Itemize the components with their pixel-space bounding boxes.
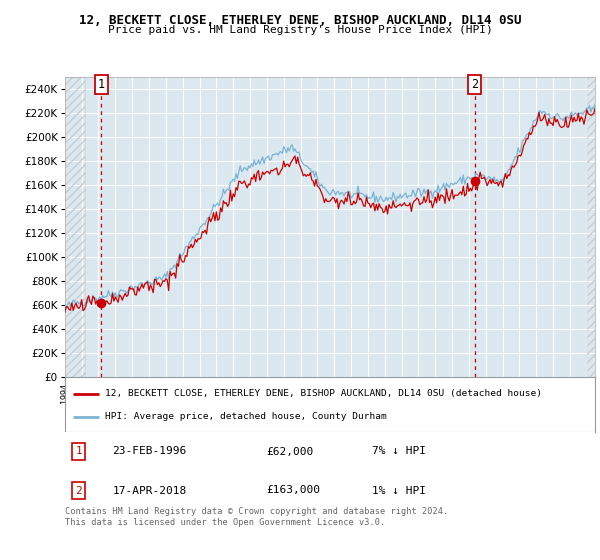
Text: 1% ↓ HPI: 1% ↓ HPI	[373, 486, 427, 496]
Text: 17-APR-2018: 17-APR-2018	[113, 486, 187, 496]
Text: 12, BECKETT CLOSE, ETHERLEY DENE, BISHOP AUCKLAND, DL14 0SU (detached house): 12, BECKETT CLOSE, ETHERLEY DENE, BISHOP…	[104, 389, 542, 398]
Text: 23-FEB-1996: 23-FEB-1996	[113, 446, 187, 456]
Text: 2: 2	[76, 486, 82, 496]
Text: 2: 2	[471, 78, 478, 91]
Text: £62,000: £62,000	[266, 446, 314, 456]
Text: £163,000: £163,000	[266, 486, 320, 496]
Text: 7% ↓ HPI: 7% ↓ HPI	[373, 446, 427, 456]
Text: HPI: Average price, detached house, County Durham: HPI: Average price, detached house, Coun…	[104, 412, 386, 421]
Text: Contains HM Land Registry data © Crown copyright and database right 2024.
This d: Contains HM Land Registry data © Crown c…	[65, 507, 448, 526]
Text: 1: 1	[98, 78, 105, 91]
Text: 1: 1	[76, 446, 82, 456]
Text: 12, BECKETT CLOSE, ETHERLEY DENE, BISHOP AUCKLAND, DL14 0SU: 12, BECKETT CLOSE, ETHERLEY DENE, BISHOP…	[79, 14, 521, 27]
Text: Price paid vs. HM Land Registry's House Price Index (HPI): Price paid vs. HM Land Registry's House …	[107, 25, 493, 35]
